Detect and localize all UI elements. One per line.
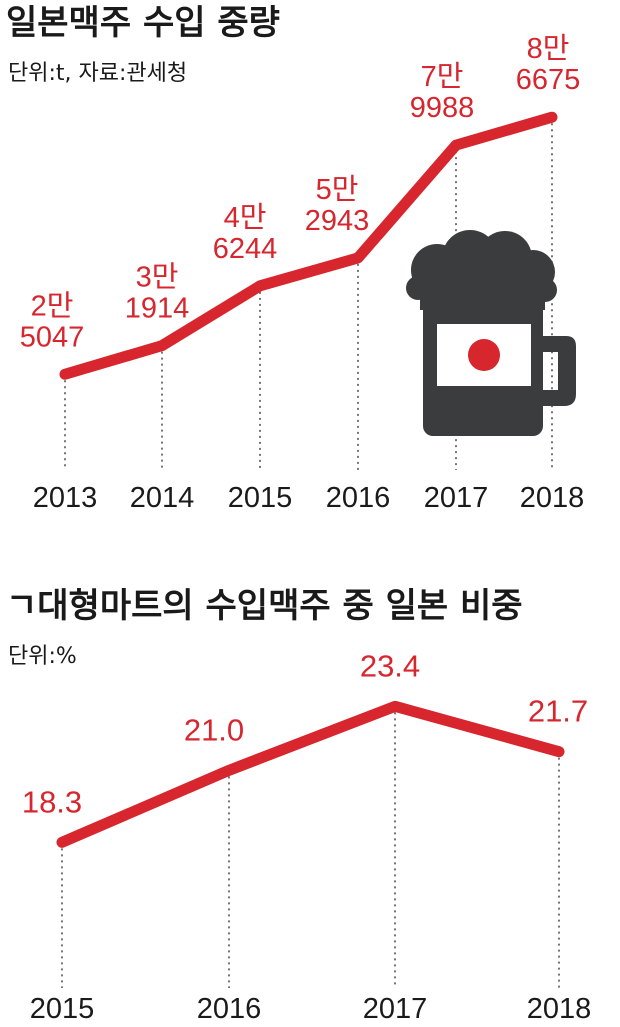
chart2-x-tick-label: 2017 — [363, 993, 428, 1025]
chart1-data-label-bottom: 1914 — [125, 293, 190, 325]
chart1-x-tick-label: 2015 — [228, 482, 293, 514]
chart2-title: ㄱ대형마트의 수입맥주 중 일본 비중 — [6, 586, 523, 626]
chart2-data-label: 18.3 — [22, 784, 82, 819]
chart1-data-label-top: 8만 — [527, 33, 570, 65]
chart1-data-label-bottom: 6244 — [213, 233, 278, 265]
beer-mug-japan-flag-icon — [406, 230, 576, 436]
chart1-data-label-top: 4만 — [224, 202, 267, 234]
chart1-data-label-top: 5만 — [316, 174, 359, 206]
chart1-x-tick-label: 2013 — [33, 482, 98, 514]
market-share-chart: ㄱ대형마트의 수입맥주 중 일본 비중 단위:% 18.3 21.0 23.4 21.… — [6, 586, 591, 1025]
chart1-data-label-top: 2만 — [31, 290, 74, 322]
chart2-subtitle: 단위:% — [8, 644, 77, 669]
chart2-x-tick-label: 2015 — [30, 993, 95, 1025]
chart1-data-label-bottom: 9988 — [410, 92, 475, 124]
chart1-x-tick-label: 2018 — [520, 482, 585, 514]
chart1-title: 일본맥주 수입 중량 — [6, 3, 280, 43]
chart1-data-label-top: 3만 — [136, 262, 179, 294]
chart2-data-label: 21.7 — [528, 694, 588, 729]
chart2-x-tick-label: 2016 — [197, 993, 262, 1025]
chart1-x-tick-label: 2016 — [326, 482, 391, 514]
chart1-data-label-bottom: 2943 — [305, 205, 370, 237]
chart1-x-tick-label: 2017 — [424, 482, 489, 514]
chart2-series-line — [56, 700, 565, 848]
chart1-x-tick-label: 2014 — [130, 482, 195, 514]
chart1-subtitle: 단위:t, 자료:관세청 — [8, 61, 187, 86]
chart2-data-label: 21.0 — [184, 712, 244, 747]
chart2-data-label: 23.4 — [360, 648, 420, 683]
chart1-data-label-bottom: 5047 — [20, 321, 85, 353]
chart1-series-line — [59, 111, 558, 380]
chart1-data-label-bottom: 6675 — [516, 64, 581, 96]
chart2-x-tick-label: 2018 — [527, 993, 592, 1025]
chart1-data-label-top: 7만 — [421, 61, 464, 93]
